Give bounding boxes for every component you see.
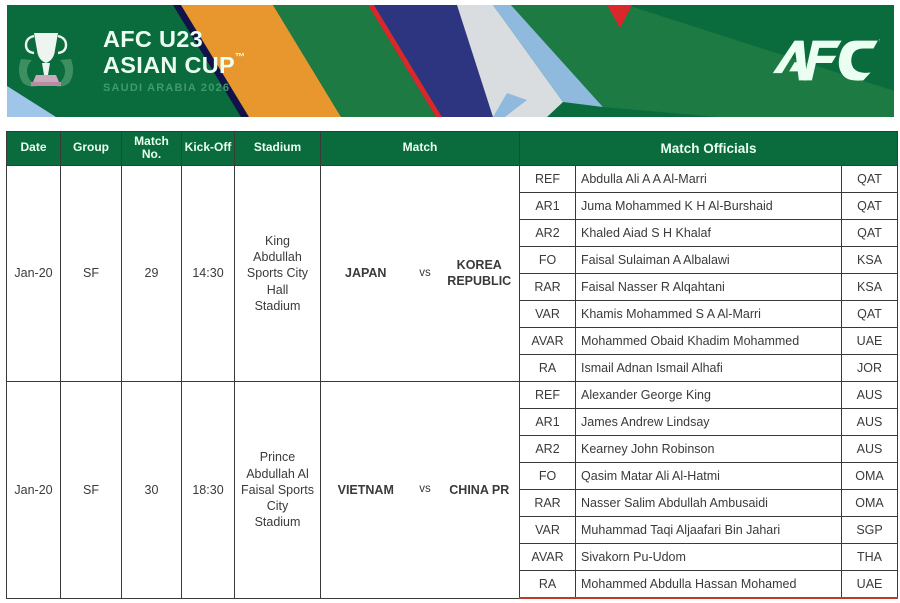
svg-text:™: ™	[879, 39, 880, 46]
